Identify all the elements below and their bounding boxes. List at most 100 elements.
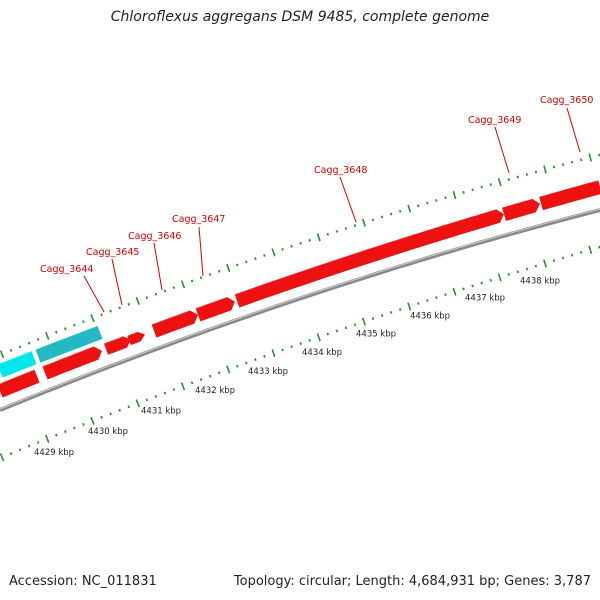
upper-tick — [0, 350, 5, 359]
upper-tick — [100, 313, 103, 317]
lower-tick — [507, 273, 511, 276]
gene-arrow-shade — [0, 369, 35, 385]
lower-tick — [299, 342, 302, 345]
lower-tick — [118, 408, 121, 412]
lower-tick — [316, 333, 321, 342]
gene-label-leader — [153, 242, 163, 291]
gene-label-leader — [198, 226, 204, 277]
gene-label: Cagg_3649 — [468, 115, 521, 126]
upper-tick — [435, 199, 438, 202]
gene-arrow — [0, 369, 40, 398]
lower-tick — [462, 287, 465, 291]
map-title: Chloroflexus aggregans DSM 9485, complet… — [110, 9, 490, 25]
upper-tick — [290, 244, 293, 248]
kbp-label: 4432 kbp — [195, 386, 235, 396]
upper-tick — [570, 160, 574, 164]
kbp-label-track: 4429 kbp 4430 kbp 4431 kbp 4432 kbp 4433 kbp… — [34, 277, 560, 459]
gene-label: Cagg_3650 — [540, 95, 593, 106]
gene-arrow — [151, 310, 198, 338]
lower-tick — [290, 345, 293, 349]
upper-tick — [73, 323, 76, 327]
upper-tick — [45, 331, 50, 340]
upper-tick — [471, 188, 474, 192]
rna-feature-shade — [0, 350, 32, 365]
upper-tick — [516, 175, 520, 179]
lower-tick — [271, 349, 276, 358]
lower-tick — [154, 394, 158, 398]
upper-tick — [236, 263, 239, 267]
lower-tick — [398, 308, 402, 311]
upper-tick-track — [0, 153, 600, 359]
lower-tick — [254, 358, 257, 362]
gene-label-leader — [111, 258, 123, 306]
backbone-track — [0, 208, 600, 412]
kbp-label: 4431 kbp — [141, 406, 181, 416]
lower-tick — [73, 426, 76, 430]
upper-tick — [190, 279, 194, 283]
lower-tick — [534, 264, 538, 268]
gene-arrow-shade — [538, 179, 599, 198]
upper-tick — [452, 190, 457, 200]
lower-tick — [172, 388, 176, 392]
lower-tick — [100, 415, 103, 419]
gene-label: Cagg_3645 — [86, 247, 139, 258]
upper-tick — [263, 254, 266, 257]
upper-tick — [380, 215, 384, 219]
lower-tick — [163, 391, 167, 395]
kbp-label: 4430 kbp — [88, 427, 128, 437]
lower-tick — [263, 354, 266, 358]
lower-tick-track — [0, 245, 600, 462]
upper-tick — [398, 209, 402, 213]
upper-tick — [497, 177, 502, 187]
lower-tick — [9, 452, 13, 455]
upper-tick — [208, 273, 212, 276]
upper-tick — [489, 183, 492, 186]
gene-arrow-shade — [151, 309, 190, 325]
lower-tick — [580, 251, 583, 254]
lower-tick — [344, 326, 348, 330]
lower-tick — [109, 412, 112, 416]
upper-tick — [308, 238, 311, 242]
lower-tick — [45, 434, 50, 443]
upper-tick — [281, 247, 284, 251]
lower-tick — [308, 338, 311, 342]
gene-label: Cagg_3647 — [172, 214, 225, 225]
upper-tick — [217, 269, 221, 273]
lower-tick — [471, 284, 474, 288]
upper-tick — [109, 309, 112, 313]
upper-tick — [480, 185, 483, 189]
gene-arrow-shade — [42, 346, 94, 367]
backbone-line — [0, 208, 600, 412]
lower-tick — [426, 299, 429, 302]
topology-summary-text: Topology: circular; Length: 4,684,931 bp… — [233, 574, 591, 589]
lower-tick — [82, 422, 85, 426]
upper-tick — [245, 260, 248, 264]
upper-tick — [271, 248, 276, 257]
lower-tick — [561, 256, 565, 260]
upper-tick — [90, 314, 95, 323]
gene-label: Cagg_3648 — [314, 165, 367, 176]
upper-tick — [580, 158, 583, 162]
upper-tick — [344, 227, 348, 230]
lower-tick — [497, 273, 502, 282]
kbp-label: 4436 kbp — [410, 311, 450, 321]
gene-label-leader — [566, 107, 581, 153]
lower-tick — [236, 364, 239, 368]
gene-label-leader — [83, 275, 105, 313]
accession-text: Accession: NC_011831 — [9, 574, 157, 589]
gene-arrow — [195, 297, 235, 322]
rna-feature — [0, 351, 37, 378]
upper-tick — [135, 296, 140, 305]
gene-arrow — [502, 198, 540, 221]
upper-tick — [371, 218, 375, 222]
upper-tick — [226, 264, 231, 273]
upper-tick — [180, 280, 186, 289]
lower-tick — [335, 329, 339, 333]
lower-tick — [199, 378, 203, 381]
kbp-label: 4438 kbp — [520, 277, 560, 287]
upper-tick — [254, 257, 257, 261]
gene-arrow-shade — [234, 208, 497, 295]
upper-tick — [462, 190, 465, 194]
upper-tick — [55, 330, 58, 334]
upper-tick — [561, 163, 565, 167]
